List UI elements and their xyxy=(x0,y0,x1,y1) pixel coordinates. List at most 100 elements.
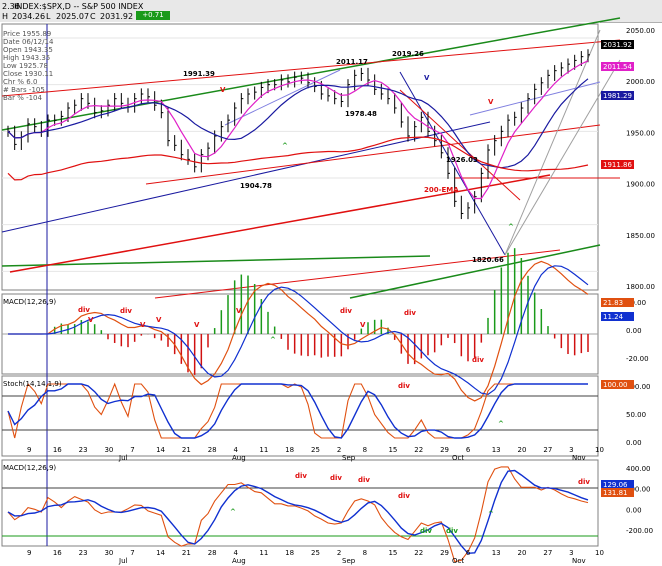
x-tick-label: 2 xyxy=(337,549,341,557)
x-tick-label: 9 xyxy=(27,549,31,557)
x-month-label: Oct xyxy=(452,454,464,462)
value-box-label: 1911.86 xyxy=(603,161,632,169)
x-tick-label: 11 xyxy=(259,549,268,557)
stoch-annotation: div xyxy=(398,382,410,390)
info-line: High 1943.35 xyxy=(3,54,50,62)
x-tick-label: 25 xyxy=(311,446,320,454)
lower-macd-annotation: div xyxy=(295,472,307,480)
value-box-label: 100.00 xyxy=(603,381,628,389)
price-annotation: V xyxy=(424,74,430,82)
value-box xyxy=(601,62,634,71)
value-box xyxy=(601,312,634,321)
y-tick-label: 50.00 xyxy=(626,411,646,419)
trend-line xyxy=(1,255,431,267)
ma-short-line xyxy=(7,60,589,200)
lower-macd-title: MACD(12,26,9) xyxy=(3,464,56,472)
info-line: Date 06/12/14 xyxy=(3,38,54,46)
y-tick-label: 0.00 xyxy=(626,439,642,447)
value-box xyxy=(601,380,634,389)
x-tick-label: 2 xyxy=(337,446,341,454)
info-line: Bar % -104 xyxy=(3,94,43,102)
stat-c-label: C xyxy=(90,12,96,21)
pane-border xyxy=(1,23,599,291)
x-tick-label: 27 xyxy=(543,446,552,454)
x-tick-label: 14 xyxy=(156,549,165,557)
x-tick-label: 11 xyxy=(259,446,268,454)
value-box-label: 131.81 xyxy=(603,489,628,497)
lower-macd-annotation: div xyxy=(358,476,370,484)
trend-line xyxy=(399,89,521,201)
stoch-pane xyxy=(7,382,588,439)
value-box xyxy=(601,160,634,169)
change-badge: +0.71 xyxy=(136,11,170,20)
y-tick-label: 2000.00 xyxy=(626,78,655,86)
trend-line xyxy=(504,29,601,256)
x-tick-label: 13 xyxy=(492,446,501,454)
lower-macd-annotation: div xyxy=(420,527,432,535)
x-tick-label: 3 xyxy=(569,549,573,557)
y-tick-label: 1950.00 xyxy=(626,129,655,137)
x-month-label: Jul xyxy=(118,454,128,462)
trend-line xyxy=(9,174,551,273)
price-annotation: V xyxy=(488,98,494,106)
x-tick-label: 23 xyxy=(79,446,88,454)
value-box xyxy=(601,40,634,49)
info-line: Open 1943.35 xyxy=(3,46,53,54)
stat-h-label: H xyxy=(2,12,9,21)
x-month-label: Aug xyxy=(232,557,246,565)
x-tick-label: 9 xyxy=(27,446,31,454)
y-tick-label: -200.00 xyxy=(626,527,653,535)
x-tick-label: 18 xyxy=(285,549,294,557)
stoch-title: Stoch(14,14,1,9) xyxy=(3,380,62,388)
x-tick-label: 20 xyxy=(518,446,527,454)
value-box xyxy=(601,488,634,497)
x-month-label: Oct xyxy=(452,557,464,565)
x-tick-label: 16 xyxy=(53,446,62,454)
lower-macd-annotation: div xyxy=(446,527,458,535)
y-tick-label: 0.00 xyxy=(626,327,642,335)
x-tick-label: 10 xyxy=(595,549,604,557)
x-axis: 9916162323303077141421212828441111181825… xyxy=(27,446,604,565)
macd-annotation: V xyxy=(88,316,94,324)
y-tick-label: 1850.00 xyxy=(626,232,655,240)
value-box-label: 11.24 xyxy=(603,313,624,321)
stoch-annotation: ^ xyxy=(498,420,504,428)
x-tick-label: 3 xyxy=(569,446,573,454)
pane-border xyxy=(1,375,599,457)
price-annotation: 200-EMA xyxy=(424,186,459,194)
x-tick-label: 22 xyxy=(414,446,423,454)
macd-annotation: div xyxy=(78,306,90,314)
price-annotation: 1926.03 xyxy=(446,156,478,164)
trend-line xyxy=(145,124,601,185)
x-tick-label: 14 xyxy=(156,446,165,454)
x-tick-label: 16 xyxy=(53,549,62,557)
price-annotation: 1991.39 xyxy=(183,70,215,78)
lower-macd-annotation: div xyxy=(578,478,590,486)
annotations: 1991.39 2011.17 2019.26 1978.48 1904.78 1926.… xyxy=(78,50,590,535)
y-tick-label: 100.00 xyxy=(626,383,651,391)
value-box-label: 1981.29 xyxy=(603,92,632,100)
ema200-line xyxy=(7,136,589,181)
x-month-label: Aug xyxy=(232,454,246,462)
x-tick-label: 8 xyxy=(363,549,367,557)
x-tick-label: 28 xyxy=(208,446,217,454)
price-annotation: 1820.66 xyxy=(472,256,504,264)
price-annotation: 1904.78 xyxy=(240,182,272,190)
macd-annotation: V xyxy=(156,316,162,324)
x-tick-label: 30 xyxy=(104,446,113,454)
y-tick-label: 400.00 xyxy=(626,465,651,473)
info-line: Close 1930.11 xyxy=(3,70,53,78)
macd-annotation: div xyxy=(120,307,132,315)
x-tick-label: 8 xyxy=(363,446,367,454)
price-annotation: 2019.26 xyxy=(392,50,424,58)
x-tick-label: 15 xyxy=(388,549,397,557)
x-month-label: Nov xyxy=(572,557,586,565)
macd-pane xyxy=(8,248,589,402)
info-line: Low 1925.78 xyxy=(3,62,48,70)
stat-l-label: L xyxy=(46,12,51,21)
ma-long-line xyxy=(7,78,589,169)
macd-annotation: V xyxy=(236,307,242,315)
x-tick-label: 29 xyxy=(440,446,449,454)
x-tick-label: 20 xyxy=(518,549,527,557)
